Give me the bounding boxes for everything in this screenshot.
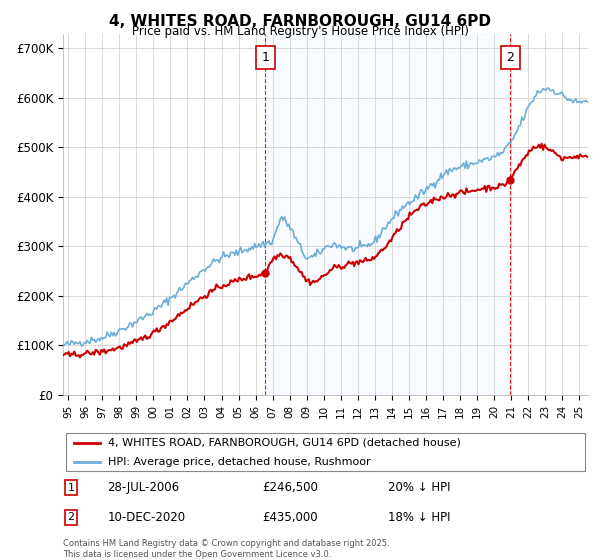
FancyBboxPatch shape xyxy=(501,46,520,69)
Text: £246,500: £246,500 xyxy=(263,481,319,494)
Text: 2: 2 xyxy=(506,51,514,64)
Text: HPI: Average price, detached house, Rushmoor: HPI: Average price, detached house, Rush… xyxy=(107,457,370,467)
Bar xyxy=(265,34,511,395)
Text: 28-JUL-2006: 28-JUL-2006 xyxy=(107,481,180,494)
Text: Contains HM Land Registry data © Crown copyright and database right 2025.
This d: Contains HM Land Registry data © Crown c… xyxy=(63,539,389,559)
Text: 18% ↓ HPI: 18% ↓ HPI xyxy=(389,511,451,524)
Text: 4, WHITES ROAD, FARNBOROUGH, GU14 6PD: 4, WHITES ROAD, FARNBOROUGH, GU14 6PD xyxy=(109,14,491,29)
Text: 10-DEC-2020: 10-DEC-2020 xyxy=(107,511,186,524)
Text: 4, WHITES ROAD, FARNBOROUGH, GU14 6PD (detached house): 4, WHITES ROAD, FARNBOROUGH, GU14 6PD (d… xyxy=(107,437,461,447)
Text: 1: 1 xyxy=(67,483,74,493)
Text: £435,000: £435,000 xyxy=(263,511,318,524)
FancyBboxPatch shape xyxy=(65,433,586,471)
FancyBboxPatch shape xyxy=(256,46,275,69)
Text: 1: 1 xyxy=(262,51,269,64)
Text: 20% ↓ HPI: 20% ↓ HPI xyxy=(389,481,451,494)
Text: Price paid vs. HM Land Registry's House Price Index (HPI): Price paid vs. HM Land Registry's House … xyxy=(131,25,469,38)
Text: 2: 2 xyxy=(67,512,74,522)
